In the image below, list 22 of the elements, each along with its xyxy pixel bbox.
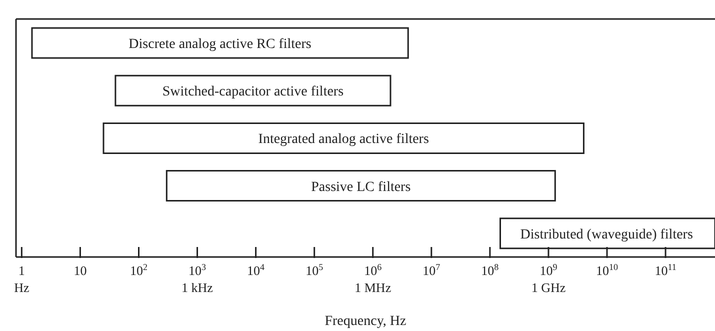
- y-tick-label: Passive LC filters: [311, 180, 411, 195]
- x-tick-label: 10$^{2}$: [130, 262, 148, 278]
- y-tick-label: Integrated analog active filters: [258, 132, 429, 148]
- x-tick-label: 10$^{7}$: [422, 262, 441, 278]
- x-tick-label: 10$^{9}$ 1 GHz: [531, 262, 566, 295]
- y-tick-label: Distributed (waveguide) filters: [520, 227, 693, 242]
- x-tick-label: 10$^{11}$: [654, 262, 676, 278]
- bar: [114, 74, 392, 106]
- x-tick-label: 10$^{8}$: [481, 262, 500, 278]
- y-tick-label: Switched-capacitor active filters: [162, 84, 344, 100]
- x-tick-label: 10$^{3}$ 1 kHz: [182, 262, 214, 295]
- x-tick-label: 10$^{6}$ 1 MHz: [354, 262, 392, 295]
- bar: [102, 122, 584, 154]
- x-tick-label: 1 Hz: [14, 263, 30, 295]
- x-axis-title: Frequency, Hz: [324, 314, 406, 329]
- x-tick-label: 10: [74, 263, 87, 278]
- x-tick-label: 10$^{10}$: [596, 262, 618, 278]
- bar: [31, 27, 409, 59]
- bar: [166, 170, 556, 202]
- x-tick-label: 10$^{5}$: [306, 262, 324, 278]
- y-tick-label: Discrete analog active RC filters: [128, 37, 312, 52]
- x-tick-label: 10$^{4}$: [247, 262, 266, 278]
